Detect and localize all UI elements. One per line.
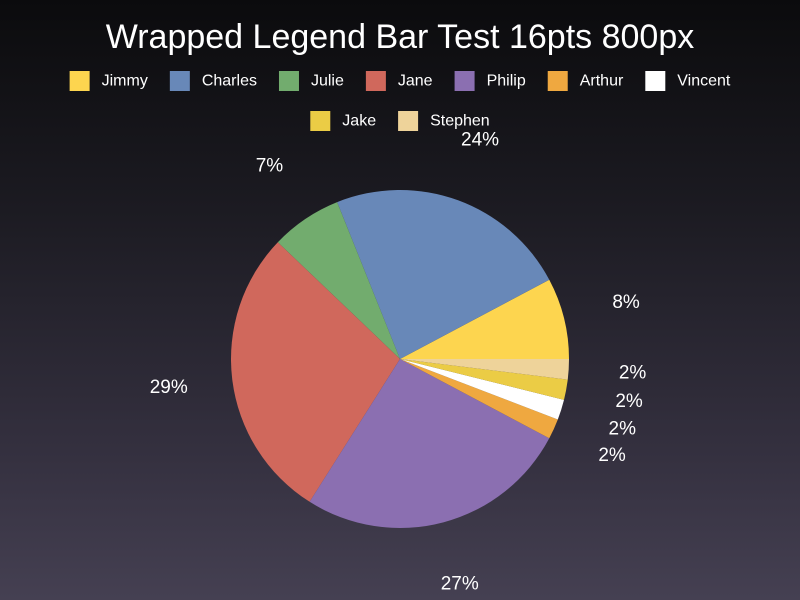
- pie-label-philip: 27%: [441, 574, 479, 595]
- pie-slice-jake: [400, 359, 568, 400]
- legend-item-charles: Charles: [169, 71, 257, 91]
- pie-label-jane: 29%: [150, 377, 188, 398]
- legend-item-philip: Philip: [454, 71, 526, 91]
- pie-label-vincent: 2%: [609, 418, 637, 439]
- legend-label-jimmy: Jimmy: [102, 73, 148, 90]
- legend-swatch-jake: [310, 111, 331, 131]
- legend-item-jane: Jane: [365, 71, 433, 91]
- legend-item-arthur: Arthur: [547, 71, 624, 91]
- pie-label-charles: 24%: [461, 130, 499, 151]
- legend-label-jake: Jake: [342, 113, 376, 130]
- legend-item-jake: Jake: [310, 111, 376, 131]
- pie-slice-vincent: [400, 359, 564, 420]
- pie-slice-charles: [337, 189, 550, 359]
- legend-swatch-charles: [169, 71, 190, 91]
- legend-label-jane: Jane: [398, 73, 433, 90]
- legend-label-charles: Charles: [202, 73, 257, 90]
- pie-slice-julie: [277, 202, 400, 359]
- legend-item-stephen: Stephen: [398, 111, 490, 131]
- pie-slice-jimmy: [400, 279, 569, 359]
- pie-label-jimmy: 8%: [612, 292, 640, 313]
- pie-slice-philip: [309, 359, 550, 528]
- pie-label-stephen: 2%: [619, 363, 647, 384]
- legend-label-arthur: Arthur: [580, 73, 624, 90]
- legend-item-vincent: Vincent: [645, 71, 731, 91]
- legend-swatch-jimmy: [69, 71, 90, 91]
- legend-swatch-arthur: [547, 71, 568, 91]
- legend-swatch-stephen: [398, 111, 419, 131]
- pie-label-julie: 7%: [256, 156, 284, 177]
- legend-swatch-philip: [454, 71, 475, 91]
- legend-label-stephen: Stephen: [430, 113, 490, 130]
- pie-slice-stephen: [400, 359, 569, 380]
- pie-slice-arthur: [400, 359, 558, 439]
- pie-label-jake: 2%: [615, 391, 643, 412]
- legend-swatch-jane: [365, 71, 386, 91]
- pie-label-arthur: 2%: [598, 445, 626, 466]
- pie-slice-jane: [231, 242, 400, 502]
- legend-label-julie: Julie: [311, 73, 344, 90]
- legend-swatch-julie: [278, 71, 299, 91]
- legend-label-vincent: Vincent: [677, 73, 731, 90]
- legend-item-julie: Julie: [278, 71, 344, 91]
- legend-swatch-vincent: [645, 71, 666, 91]
- legend-item-jimmy: Jimmy: [69, 71, 148, 91]
- legend-label-philip: Philip: [487, 73, 526, 90]
- chart-title: Wrapped Legend Bar Test 16pts 800px: [105, 18, 695, 56]
